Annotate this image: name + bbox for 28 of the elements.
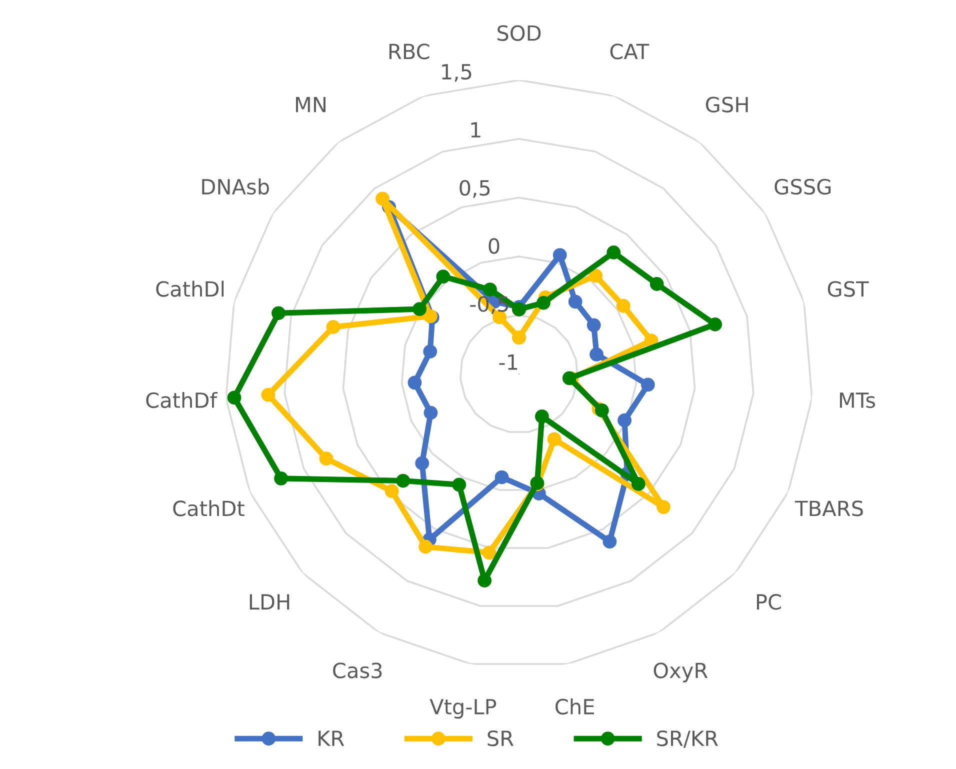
spoke-label: GSH (706, 96, 748, 112)
y-tick-label: 1 (471, 122, 480, 138)
spoke-label: Cas3 (333, 662, 382, 678)
spoke-label: CAT (610, 44, 650, 60)
spoke-label: OxyR (654, 662, 708, 682)
y-tick-label: -1 (499, 354, 518, 370)
spoke-label: MN (296, 96, 326, 112)
spoke-label: GST (828, 281, 869, 297)
spoke-label: MTs (840, 392, 876, 408)
y-tick-label: 0,5 (460, 180, 490, 198)
legend-label: KR (318, 730, 344, 746)
spoke-label: CathDf (146, 392, 218, 408)
legend-label: SR/KR (657, 730, 718, 748)
spoke-label: ChE (556, 698, 594, 715)
legend-label: SR (488, 730, 514, 746)
spoke-label: PC (756, 594, 781, 610)
spoke-label: CathDl (156, 280, 224, 297)
spoke-label: LDH (250, 594, 290, 610)
spoke-label: RBC (389, 44, 430, 60)
y-tick-label: -0,5 (470, 296, 508, 314)
spoke-label: GSSG (774, 178, 831, 195)
spoke-label: Vtg-LP (430, 699, 496, 719)
spoke-label: DNAsb (202, 178, 269, 195)
y-tick-label: 1,5 (442, 64, 472, 82)
spoke-label: TBARS (795, 500, 863, 516)
spoke-label: SOD (498, 25, 541, 41)
y-tick-label: 0 (488, 238, 500, 254)
spoke-label: CathDt (173, 500, 244, 516)
